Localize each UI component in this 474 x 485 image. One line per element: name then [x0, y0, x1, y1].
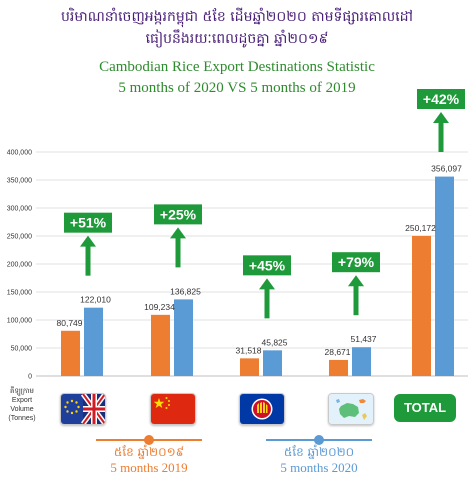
legend-marker-2019 [144, 435, 154, 445]
legend-2020-khmer: ៥ខែ ឆ្នាំ២០២០ [283, 445, 355, 459]
data-label-2020: 51,437 [351, 334, 377, 344]
title-english-line2: 5 months of 2020 VS 5 months of 2019 [118, 80, 356, 96]
y-tick-label: 200,000 [7, 262, 32, 269]
asean-flag-icon [239, 393, 285, 425]
data-label-2019: 28,671 [325, 347, 351, 357]
legend-2019-english: 5 months 2019 [110, 460, 188, 475]
bar-2020 [352, 347, 371, 376]
y-axis-label: គីឡូក្រាម Export Volume (Tonnes) [4, 387, 40, 423]
y-tick-label: 50,000 [11, 346, 33, 353]
data-label-2019: 250,172 [405, 223, 436, 233]
growth-badge [154, 204, 202, 225]
bar-2019 [329, 359, 348, 376]
legend-2019-khmer: ៥ខែ ឆ្នាំ២០១៩ [113, 445, 185, 459]
growth-arrow-head [259, 278, 275, 290]
legend-2019: ៥ខែ ឆ្នាំ២០១៩ 5 months 2019 [86, 444, 212, 476]
growth-label: +42% [423, 91, 460, 107]
legend-line-2020 [266, 435, 372, 445]
growth-arrow-shaft [85, 244, 91, 276]
bar-2019 [412, 235, 431, 376]
bar-2020 [435, 176, 454, 376]
china-flag-icon [150, 393, 196, 425]
data-label-2019: 109,234 [144, 302, 175, 312]
oceania-map-icon [328, 393, 374, 425]
bar-2020 [84, 307, 103, 376]
eu-uk-flag-icon [60, 393, 106, 425]
growth-label: +45% [249, 257, 286, 273]
bar-2020 [263, 350, 282, 376]
growth-arrow-head [170, 227, 186, 239]
growth-badge [243, 255, 291, 276]
growth-arrow-head [80, 235, 96, 247]
y-tick-label: 0 [28, 374, 32, 381]
y-tick-label: 100,000 [7, 318, 32, 325]
title-khmer-line2: ធៀបនឹងរយៈពេលដូចគ្នា ឆ្នាំ២០១៩ [145, 31, 329, 47]
growth-label: +79% [338, 254, 375, 270]
y-axis-label-khmer: គីឡូក្រាម [10, 387, 34, 395]
y-tick-label: 250,000 [7, 234, 32, 241]
data-label-2019: 31,518 [236, 345, 262, 355]
growth-arrow-shaft [438, 121, 444, 152]
growth-label: +25% [160, 206, 197, 222]
growth-arrow-shaft [264, 287, 270, 319]
bar-2020 [174, 299, 193, 376]
y-tick-label: 150,000 [7, 290, 32, 297]
growth-arrow-head [348, 275, 364, 287]
y-tick-label: 400,000 [7, 150, 32, 157]
growth-badge [332, 252, 380, 273]
bar-2019 [151, 314, 170, 376]
legend-2020-english: 5 months 2020 [280, 460, 358, 475]
growth-label: +51% [70, 215, 107, 231]
y-tick-label: 350,000 [7, 178, 32, 185]
data-label-2020: 122,010 [80, 295, 111, 305]
y-axis-label-english: Export Volume (Tonnes) [8, 397, 36, 422]
data-label-2020: 136,825 [170, 286, 201, 296]
bar-2019 [240, 358, 259, 376]
title-english-line1: Cambodian Rice Export Destinations Stati… [99, 59, 375, 75]
total-badge: TOTAL [394, 394, 456, 422]
legend-2020: ៥ខែ ឆ្នាំ២០២០ 5 months 2020 [256, 444, 382, 476]
title-khmer-line1: បរិមាណនាំចេញអង្ករកម្ពុជា ៥ខែ ដើមឆ្នាំ២០២… [61, 9, 413, 25]
bar-2019 [61, 330, 80, 376]
growth-arrow-shaft [353, 284, 359, 316]
y-tick-label: 300,000 [7, 206, 32, 213]
growth-arrow-head [433, 112, 449, 123]
growth-badge [64, 212, 112, 233]
growth-badge [417, 89, 465, 109]
legend-marker-2020 [314, 435, 324, 445]
growth-arrow-shaft [175, 236, 181, 268]
legend-line-2019 [96, 435, 202, 445]
data-label-2020: 45,825 [262, 337, 288, 347]
data-label-2019: 80,749 [57, 318, 83, 328]
data-label-2020: 356,097 [431, 164, 462, 174]
